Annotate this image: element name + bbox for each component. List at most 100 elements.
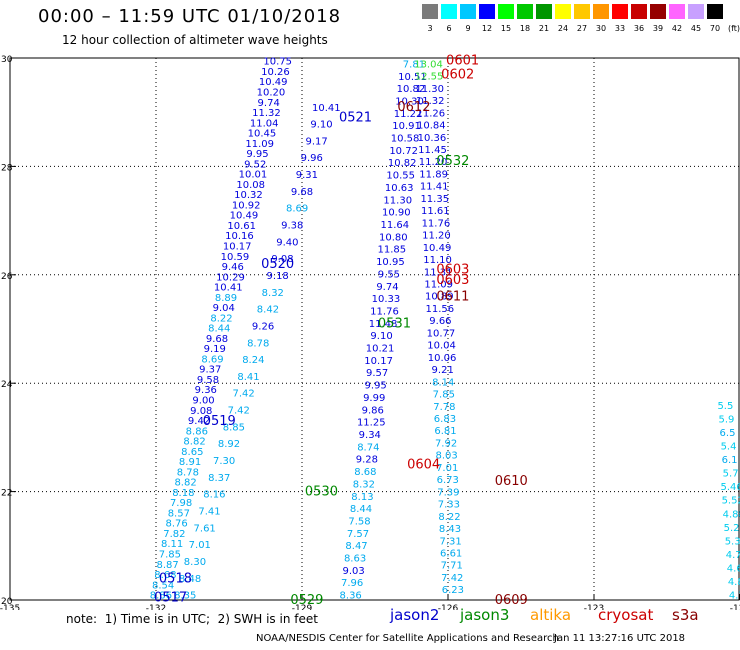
- scale-label: 39: [652, 24, 664, 33]
- swh-value: 9.42: [188, 416, 210, 427]
- swh-value: 5.7: [723, 469, 739, 480]
- pass-time-label: 0532: [436, 154, 469, 169]
- swh-value: 9.37: [199, 365, 221, 376]
- scale-label: 70: [709, 24, 721, 33]
- swh-value: 8.74: [357, 442, 379, 453]
- pass-time-label: 0604: [407, 458, 440, 473]
- lon-tick-label: -129: [292, 604, 313, 610]
- swh-value: 9.58: [197, 375, 219, 386]
- swh-value: 6.61: [440, 548, 462, 559]
- swh-value: 12.55: [415, 72, 444, 83]
- swh-value: 10.49: [259, 77, 288, 88]
- swh-value: 7.30: [213, 456, 235, 467]
- swh-value: 4.88: [723, 509, 740, 520]
- pass-time-label: 0611: [436, 289, 469, 304]
- swh-value: 11.85: [378, 245, 407, 256]
- swh-value: 8.14: [432, 377, 454, 388]
- swh-value: 8.22: [438, 512, 460, 523]
- swh-value: 8.82: [183, 437, 205, 448]
- swh-value: 5.24: [724, 523, 740, 534]
- pass-time-label: 0610: [495, 474, 528, 489]
- swh-value: 6.83: [434, 414, 456, 425]
- swh-value: 7.42: [228, 406, 250, 417]
- swh-value: 4.82: [728, 577, 740, 588]
- scale-label: 42: [671, 24, 683, 33]
- swh-value: 8.65: [181, 447, 203, 458]
- map-frame: [9, 57, 740, 601]
- swh-value: 9.10: [370, 331, 392, 342]
- swh-value: 7.92: [435, 438, 457, 449]
- swh-value: 10.77: [427, 328, 456, 339]
- swh-value: 9.19: [204, 344, 226, 355]
- swh-value: 6.23: [442, 585, 464, 596]
- swh-value: 8.16: [203, 490, 225, 501]
- scale-label: 15: [500, 24, 512, 33]
- swh-value: 8.42: [257, 305, 279, 316]
- swh-value: 4.77: [729, 591, 740, 602]
- scale-label: (ft): [727, 24, 740, 33]
- swh-value: 10.84: [417, 121, 446, 132]
- scale-swatch: [441, 4, 457, 19]
- swh-value: 4.75: [726, 550, 740, 561]
- swh-value: 10.36: [418, 133, 447, 144]
- swh-value: 8.69: [201, 354, 223, 365]
- swh-value: 8.57: [168, 508, 190, 519]
- wave-height-map: -135 -132 -129 -126 -123 -120 30 28 26 24 22 20 8.86…: [0, 54, 740, 610]
- legend-altika: altika: [530, 606, 572, 624]
- swh-value: 10.49: [423, 243, 452, 254]
- lon-tick-label: -126: [438, 604, 459, 610]
- scale-swatch: [574, 4, 590, 19]
- swh-value: 9.68: [206, 334, 228, 345]
- swh-value: 10.72: [389, 146, 418, 157]
- pass-time-label: 0529: [290, 593, 323, 608]
- lon-tick-label: -123: [584, 604, 604, 610]
- pass-time-label: 0603: [436, 262, 469, 277]
- swh-value: 11.32: [252, 108, 281, 119]
- swh-value: 9.08: [271, 254, 293, 265]
- scale-label: 3: [427, 24, 433, 33]
- swh-value: 11.61: [421, 206, 450, 217]
- swh-value: 5.32: [725, 536, 740, 547]
- pass-time-label: 0531: [378, 317, 411, 332]
- swh-value: 9.99: [363, 393, 385, 404]
- swh-value: 6.5: [720, 428, 736, 439]
- swh-value: 8.86: [150, 591, 172, 602]
- swh-value: 7.96: [341, 578, 363, 589]
- swh-value: 11.64: [380, 220, 409, 231]
- swh-value: 10.16: [225, 231, 254, 242]
- swh-value: 11.76: [422, 218, 451, 229]
- swh-value: 7.98: [170, 498, 192, 509]
- legend-cryosat: cryosat: [598, 606, 654, 624]
- swh-value: 10.80: [379, 232, 408, 243]
- swh-value: 8.30: [184, 557, 206, 568]
- scale-label: 45: [690, 24, 702, 33]
- swh-value: 5.5: [717, 401, 733, 412]
- scale-swatch: [669, 4, 685, 19]
- swh-value: 8.48: [179, 574, 201, 585]
- swh-value: 10.29: [216, 272, 245, 283]
- swh-value: 11.89: [419, 169, 448, 180]
- scale-label: 21: [538, 24, 550, 33]
- swh-value: 11.25: [357, 418, 386, 429]
- swh-value: 13.04: [414, 59, 443, 70]
- pass-time-label: 0517: [154, 590, 187, 605]
- swh-value: 7.41: [198, 506, 220, 517]
- swh-value: 10.89: [425, 292, 454, 303]
- swh-value: 8.43: [439, 524, 461, 535]
- swh-value: 9.36: [195, 385, 217, 396]
- scale-swatch: [460, 4, 476, 19]
- swh-value: 10.01: [239, 170, 268, 181]
- swh-value: 7.81: [403, 59, 425, 70]
- page-subtitle: 12 hour collection of altimeter wave hei…: [62, 33, 328, 47]
- pass-time-label: 0603: [436, 273, 469, 288]
- swh-value: 10.49: [230, 211, 259, 222]
- swh-value: 9.57: [366, 368, 388, 379]
- swh-value: 10.41: [312, 103, 341, 114]
- swh-value: 10.21: [366, 344, 395, 355]
- lat-tick-label: 20: [1, 597, 13, 607]
- swh-value: 9.66: [429, 316, 451, 327]
- swh-value: 8.36: [340, 591, 362, 602]
- swh-value: 9.95: [365, 381, 387, 392]
- swh-value: 11.10: [423, 255, 452, 266]
- swh-value: 5.46: [721, 482, 740, 493]
